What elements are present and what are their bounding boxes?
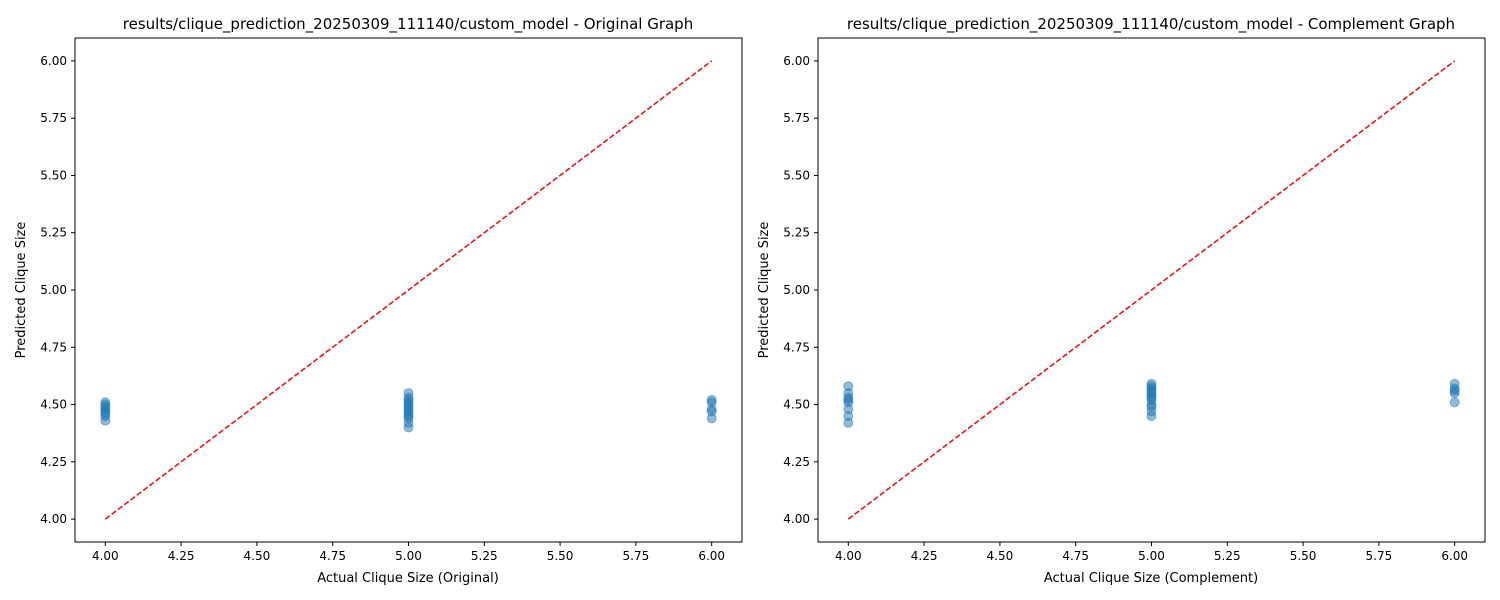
data-point-original <box>403 388 414 399</box>
x-tick-label-original: 4.25 <box>168 549 195 563</box>
plot-complement: results/clique_prediction_20250309_11114… <box>757 15 1486 586</box>
x-tick-label-complement: 6.00 <box>1441 549 1468 563</box>
y-tick-label-complement: 4.75 <box>783 340 810 354</box>
x-axis-label-original: Actual Clique Size (Original) <box>317 571 499 586</box>
y-tick-label-original: 4.75 <box>40 340 67 354</box>
y-ticks-original: 4.00 4.25 4.50 4.75 5.00 5.25 5.50 5.75 6.00 <box>40 54 75 526</box>
x-tick-label-complement: 4.75 <box>1062 549 1089 563</box>
y-tick-label-original: 5.75 <box>40 111 67 125</box>
x-tick-label-complement: 4.00 <box>835 549 862 563</box>
y-tick-label-original: 4.00 <box>40 512 67 526</box>
x-tick-label-original: 5.25 <box>471 549 498 563</box>
y-tick-label-original: 4.25 <box>40 455 67 469</box>
y-axis-label-original: Predicted Clique Size <box>14 222 29 359</box>
x-tick-label-complement: 5.00 <box>1138 549 1165 563</box>
chart-title-original: results/clique_prediction_20250309_11114… <box>123 15 693 34</box>
x-tick-label-complement: 4.25 <box>911 549 938 563</box>
y-tick-label-complement: 4.25 <box>783 455 810 469</box>
y-tick-label-original: 4.50 <box>40 398 67 412</box>
x-ticks-original: 4.00 4.25 4.50 4.75 5.00 5.25 5.50 5.75 6.00 <box>92 542 725 563</box>
x-axis-label-complement: Actual Clique Size (Complement) <box>1044 571 1258 586</box>
x-ticks-complement: 4.00 4.25 4.50 4.75 5.00 5.25 5.50 5.75 6.00 <box>835 542 1468 563</box>
y-tick-label-original: 5.25 <box>40 226 67 240</box>
x-tick-label-complement: 5.50 <box>1290 549 1317 563</box>
data-point-complement <box>1449 397 1460 408</box>
y-tick-label-complement: 4.00 <box>783 512 810 526</box>
y-tick-label-complement: 5.50 <box>783 168 810 182</box>
y-tick-label-complement: 6.00 <box>783 54 810 68</box>
data-point-complement <box>1146 378 1157 389</box>
points-original <box>100 388 717 433</box>
y-tick-label-complement: 5.00 <box>783 283 810 297</box>
y-tick-label-complement: 5.75 <box>783 111 810 125</box>
y-tick-label-original: 5.00 <box>40 283 67 297</box>
x-tick-label-complement: 5.25 <box>1214 549 1241 563</box>
y-axis-label-complement: Predicted Clique Size <box>757 222 772 359</box>
x-tick-label-original: 4.00 <box>92 549 119 563</box>
x-tick-label-original: 5.00 <box>395 549 422 563</box>
x-tick-label-original: 4.75 <box>319 549 346 563</box>
plot-original: results/clique_prediction_20250309_11114… <box>14 15 743 586</box>
x-tick-label-original: 4.50 <box>244 549 271 563</box>
x-tick-label-original: 5.75 <box>623 549 650 563</box>
axes-frame-complement <box>817 37 1486 543</box>
reference-line-complement <box>847 60 1456 520</box>
x-tick-label-complement: 5.75 <box>1366 549 1393 563</box>
reference-line-original <box>104 60 713 520</box>
y-tick-label-complement: 4.50 <box>783 398 810 412</box>
axes-frame-original <box>74 37 743 543</box>
y-tick-label-complement: 5.25 <box>783 226 810 240</box>
x-tick-label-original: 5.50 <box>547 549 574 563</box>
chart-title-complement: results/clique_prediction_20250309_11114… <box>847 15 1455 34</box>
data-point-complement <box>1449 378 1460 389</box>
x-tick-label-complement: 4.50 <box>987 549 1014 563</box>
data-point-complement <box>843 381 854 392</box>
data-point-original <box>100 397 111 408</box>
points-complement <box>843 378 1460 428</box>
y-ticks-complement: 4.00 4.25 4.50 4.75 5.00 5.25 5.50 5.75 6.00 <box>783 54 818 526</box>
x-tick-label-original: 6.00 <box>698 549 725 563</box>
y-tick-label-original: 6.00 <box>40 54 67 68</box>
y-tick-label-original: 5.50 <box>40 168 67 182</box>
data-point-original <box>706 394 717 405</box>
